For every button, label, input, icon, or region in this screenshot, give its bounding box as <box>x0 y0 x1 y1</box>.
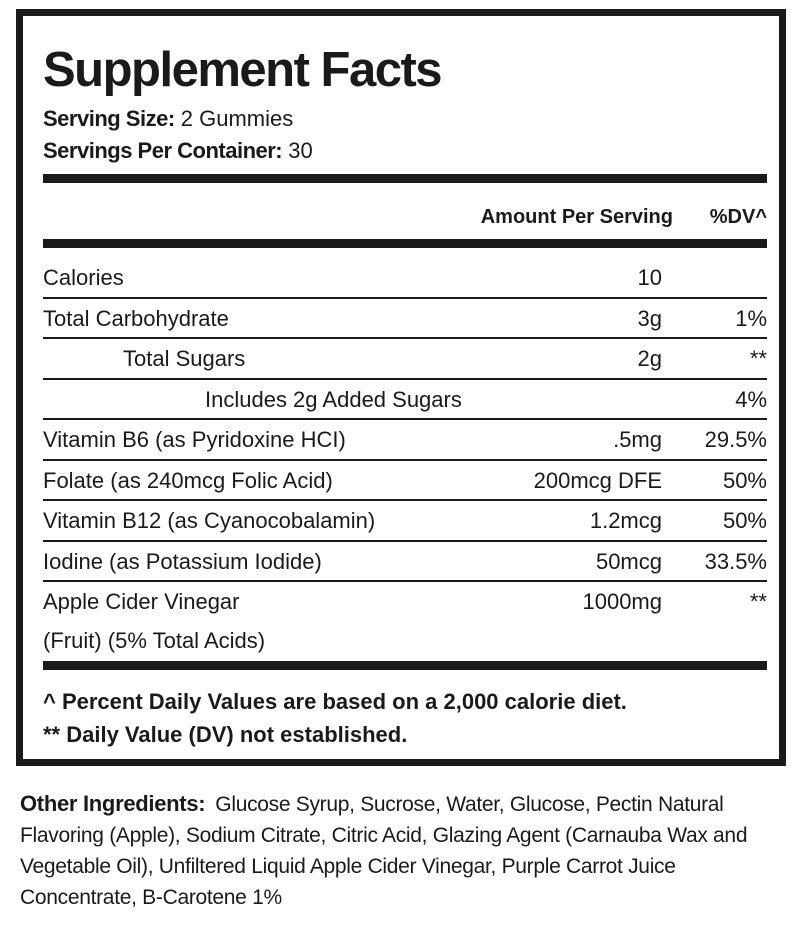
page-title: Supplement Facts <box>43 43 443 97</box>
table-row: Includes 2g Added Sugars 4% <box>43 380 767 420</box>
servings-per-container: Servings Per Container: 30 <box>43 138 313 163</box>
amount-header: Amount Per Serving <box>480 206 673 228</box>
table-row: Total Sugars 2g ** <box>43 339 767 380</box>
divider <box>43 174 767 183</box>
nutrient-table: Calories 10 Total Carbohydrate 3g 1% Total … <box>43 258 767 658</box>
table-row: Apple Cider Vinegar (Fruit) (5% Total Aci… <box>43 589 767 653</box>
dv-header: %DV^ <box>709 206 767 228</box>
table-row: Vitamin B12 (as Cyanocobalamin) 1.2mcg 50% <box>43 501 767 542</box>
table-row: Total Carbohydrate 3g 1% <box>43 299 767 339</box>
footnote-not-established: ** Daily Value (DV) not established. <box>43 722 408 747</box>
table-row: Iodine (as Potassium Iodide) 50mcg 33.5% <box>43 542 767 582</box>
divider <box>43 239 767 248</box>
other-ingredients: Other Ingredients: Glucose Syrup, Sucrose… <box>20 791 748 909</box>
table-row: Folate (as 240mcg Folic Acid) 200mcg DFE 5… <box>43 461 767 501</box>
table-row: Vitamin B6 (as Pyridoxine HCI) .5mg 29.5% <box>43 420 767 461</box>
divider <box>43 661 767 670</box>
supplement-facts-panel: Supplement Facts Serving Size: 2 Gummies… <box>16 9 786 766</box>
table-row: Calories 10 <box>43 258 767 299</box>
footnote-dv: ^ Percent Daily Values are based on a 2,… <box>43 689 627 714</box>
serving-size: Serving Size: 2 Gummies <box>43 106 294 131</box>
